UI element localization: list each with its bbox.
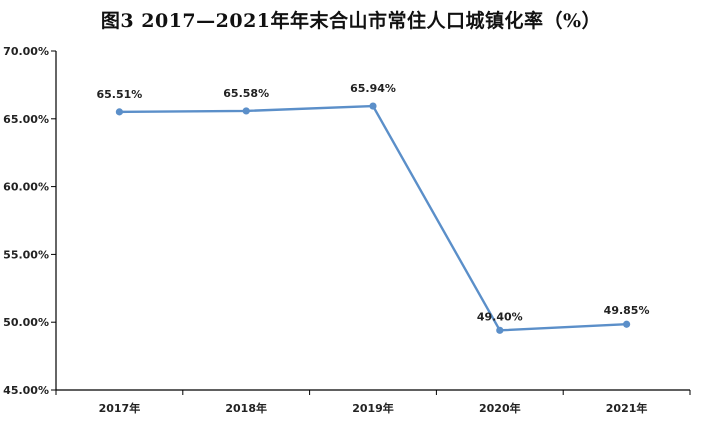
axes <box>55 51 690 391</box>
x-tick-label: 2021年 <box>606 401 648 415</box>
x-tick-label: 2020年 <box>479 401 521 415</box>
data-point <box>115 108 123 116</box>
x-tick-label: 2017年 <box>99 401 141 415</box>
y-tick-label: 50.00% <box>3 316 49 329</box>
data-point <box>496 326 504 334</box>
data-label: 65.51% <box>96 88 142 101</box>
data-point <box>242 107 250 115</box>
data-label: 65.58% <box>223 87 269 100</box>
y-tick-label: 45.00% <box>3 384 49 397</box>
y-axis-ticks: 45.00% 50.00% 55.00% 60.00% 65.00% 70.00% <box>3 45 56 397</box>
x-axis-ticks: 2017年 2018年 2019年 2020年 2021年 <box>55 390 691 415</box>
series-line <box>119 104 627 332</box>
data-point <box>369 102 377 110</box>
x-tick-label: 2019年 <box>352 401 394 415</box>
data-label: 49.85% <box>604 304 650 317</box>
data-labels: 65.51% 65.58% 65.94% 49.40% 49.85% <box>96 82 649 323</box>
y-tick-label: 60.00% <box>3 181 49 194</box>
x-tick-label: 2018年 <box>225 401 267 415</box>
data-point <box>623 320 631 328</box>
y-tick-label: 55.00% <box>3 248 49 261</box>
chart-title: 图3 2017—2021年年末合山市常住人口城镇化率（%） <box>100 10 602 32</box>
y-tick-label: 70.00% <box>3 45 49 58</box>
y-tick-label: 65.00% <box>3 113 49 126</box>
data-label: 65.94% <box>350 82 396 95</box>
data-label: 49.40% <box>477 310 523 323</box>
series <box>115 102 631 334</box>
